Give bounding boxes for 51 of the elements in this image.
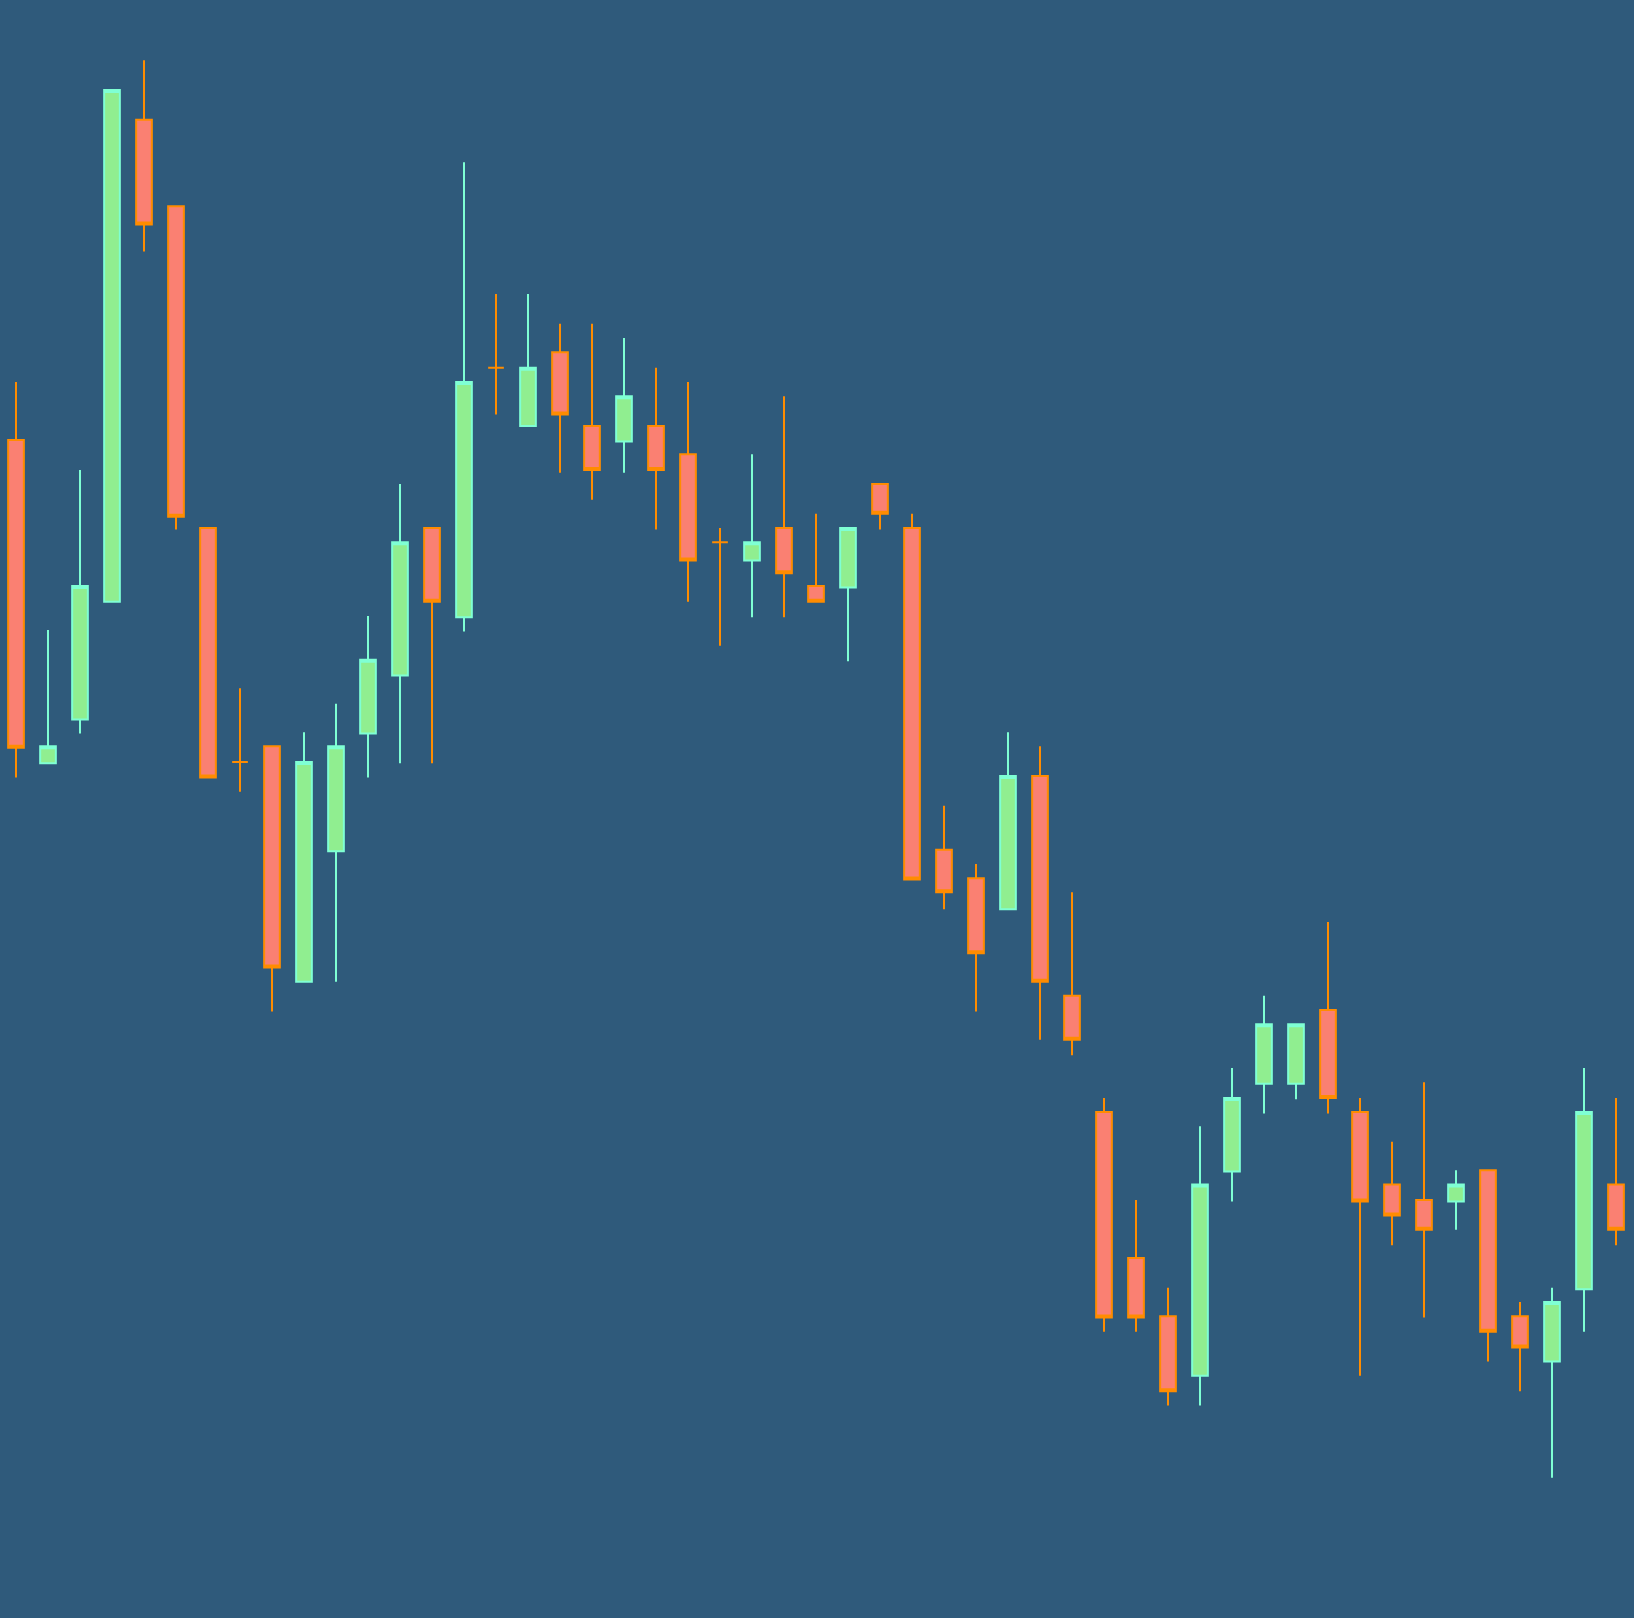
candlestick xyxy=(455,161,473,633)
candlestick xyxy=(615,337,633,474)
candlestick xyxy=(743,453,761,619)
candlestick xyxy=(1287,1023,1305,1101)
candlestick xyxy=(327,702,345,983)
candlestick xyxy=(1319,921,1337,1115)
candlestick xyxy=(423,527,441,765)
candlestick xyxy=(583,322,601,501)
candlestick xyxy=(1383,1140,1401,1247)
candlestick xyxy=(1223,1067,1241,1203)
candlestick xyxy=(199,527,217,779)
candlestick xyxy=(839,527,857,663)
candlestick xyxy=(487,293,505,416)
candlestick xyxy=(679,380,697,603)
candlestick xyxy=(711,527,729,647)
candlestick xyxy=(71,468,89,735)
candlestick xyxy=(1159,1286,1177,1407)
candlestick xyxy=(999,731,1017,911)
candlestick xyxy=(903,512,921,881)
candlestick xyxy=(1351,1096,1369,1377)
candlestick xyxy=(1031,745,1049,1041)
candlestick xyxy=(1191,1125,1209,1407)
candlestick xyxy=(1543,1286,1561,1479)
candlestick xyxy=(1607,1096,1625,1247)
candlestick xyxy=(231,687,249,793)
candlestick xyxy=(295,731,313,983)
candlestick xyxy=(135,59,153,253)
candlestick xyxy=(967,862,985,1013)
candlestick xyxy=(1127,1198,1145,1333)
candlestick xyxy=(935,804,953,911)
candlestick xyxy=(7,380,25,779)
candlestick xyxy=(1575,1067,1593,1333)
candlestick xyxy=(103,88,121,603)
candlestick xyxy=(775,395,793,619)
candlestick xyxy=(1511,1301,1529,1393)
candlestick xyxy=(807,512,825,603)
candlestick xyxy=(1255,994,1273,1115)
candlestick xyxy=(519,293,537,427)
candlestick xyxy=(167,205,185,531)
candlestick xyxy=(263,745,281,1013)
candlestick xyxy=(391,483,409,765)
candlestick xyxy=(1415,1081,1433,1319)
candlestick xyxy=(1447,1169,1465,1231)
candlestick xyxy=(551,322,569,474)
candlestick xyxy=(1063,891,1081,1057)
candlestick xyxy=(1479,1169,1497,1363)
candlestick xyxy=(359,614,377,779)
candlestick xyxy=(871,483,889,531)
candlestick xyxy=(647,366,665,531)
candlestick xyxy=(1095,1096,1113,1333)
candlestick xyxy=(39,629,57,765)
